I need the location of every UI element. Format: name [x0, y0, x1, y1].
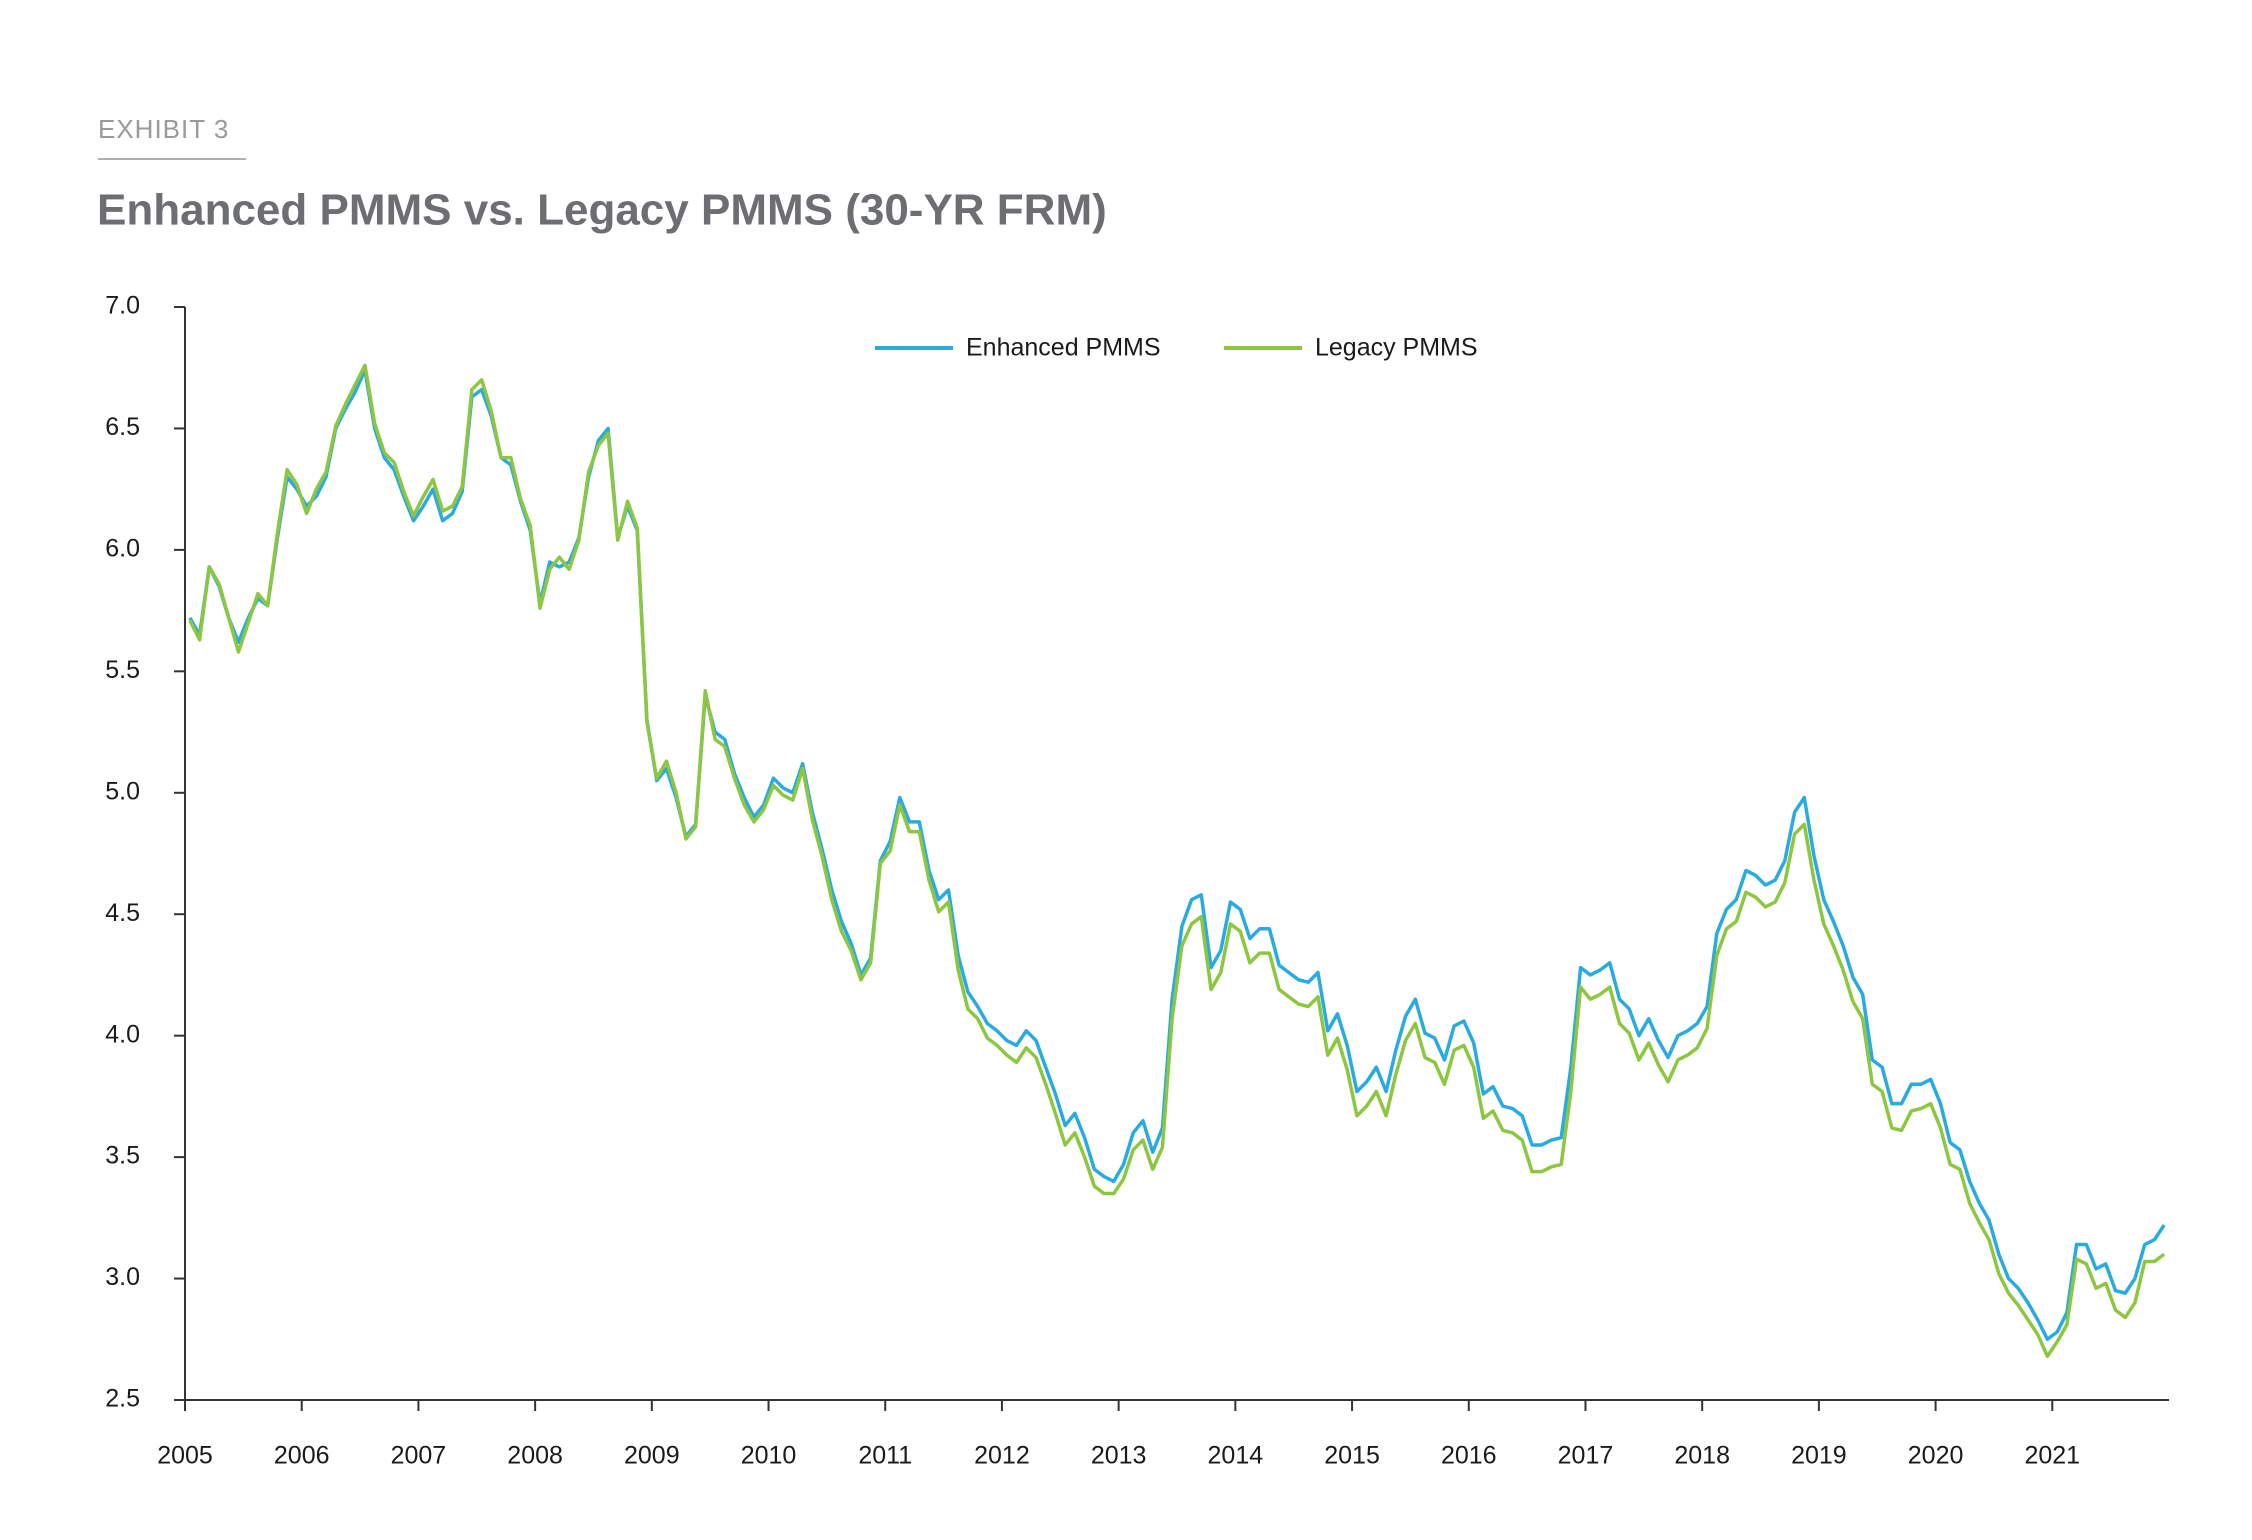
y-tick-label: 4.0	[105, 1020, 140, 1048]
y-tick-label: 7.0	[105, 292, 140, 320]
x-tick-label: 2020	[1908, 1442, 1964, 1470]
chart-title: Enhanced PMMS vs. Legacy PMMS (30-YR FRM…	[97, 186, 1107, 235]
x-tick-label: 2008	[507, 1442, 563, 1470]
x-tick-label: 2019	[1791, 1442, 1847, 1470]
y-tick-label: 3.0	[105, 1263, 140, 1291]
y-tick-label: 6.0	[105, 534, 140, 562]
y-tick-label: 5.5	[105, 656, 140, 684]
legend-label: Enhanced PMMS	[966, 334, 1161, 362]
exhibit-label: EXHIBIT 3	[98, 114, 229, 144]
x-tick-label: 2005	[157, 1442, 213, 1470]
x-tick-label: 2011	[858, 1442, 912, 1470]
y-tick-label: 6.5	[105, 413, 140, 441]
x-tick-label: 2012	[974, 1442, 1030, 1470]
x-tick-label: 2007	[391, 1442, 447, 1470]
y-tick-label: 2.5	[105, 1385, 140, 1413]
x-tick-label: 2009	[624, 1442, 680, 1470]
x-tick-label: 2014	[1208, 1442, 1264, 1470]
x-tick-label: 2018	[1674, 1442, 1730, 1470]
y-tick-label: 3.5	[105, 1142, 140, 1170]
x-tick-label: 2017	[1558, 1442, 1614, 1470]
series-line	[188, 363, 2166, 1359]
x-tick-label: 2016	[1441, 1442, 1497, 1470]
x-tick-label: 2015	[1324, 1442, 1380, 1470]
x-tick-label: 2021	[2024, 1442, 2080, 1470]
x-tick-label: 2010	[741, 1442, 797, 1470]
y-tick-label: 4.5	[105, 899, 140, 927]
x-tick-label: 2006	[274, 1442, 330, 1470]
legend-label: Legacy PMMS	[1315, 334, 1478, 362]
x-tick-label: 2013	[1091, 1442, 1147, 1470]
series-line	[188, 368, 2166, 1342]
y-tick-label: 5.0	[105, 777, 140, 805]
